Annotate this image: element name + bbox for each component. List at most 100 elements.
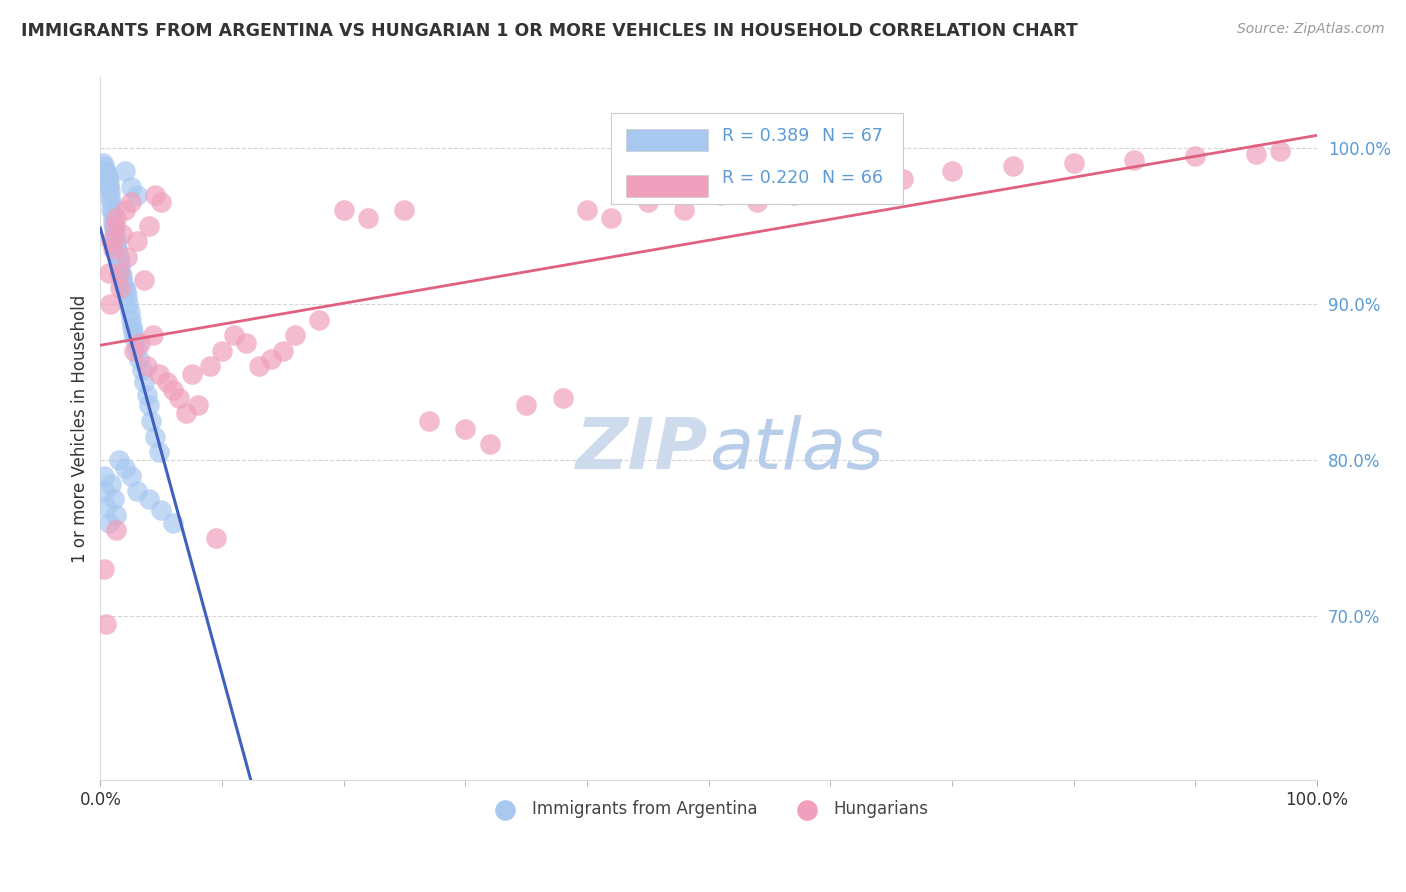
Point bbox=[110, 266, 132, 280]
Point bbox=[138, 492, 160, 507]
Point bbox=[135, 359, 157, 374]
Point bbox=[891, 172, 914, 186]
Point bbox=[104, 219, 127, 233]
Point bbox=[98, 191, 121, 205]
Point bbox=[100, 235, 122, 249]
Point bbox=[96, 164, 118, 178]
Point bbox=[551, 391, 574, 405]
Point bbox=[418, 414, 440, 428]
Point bbox=[125, 484, 148, 499]
Point bbox=[332, 203, 354, 218]
Point bbox=[128, 351, 150, 366]
Point bbox=[394, 203, 416, 218]
Point bbox=[125, 235, 148, 249]
Point bbox=[105, 508, 128, 522]
Point bbox=[107, 253, 129, 268]
Point bbox=[101, 211, 124, 225]
Point bbox=[114, 203, 136, 218]
Point bbox=[205, 531, 228, 545]
Point bbox=[941, 164, 963, 178]
Point bbox=[108, 281, 131, 295]
Point bbox=[125, 187, 148, 202]
Point bbox=[284, 328, 307, 343]
Point bbox=[1270, 144, 1292, 158]
Point bbox=[105, 242, 128, 256]
Point bbox=[600, 211, 623, 225]
Point bbox=[148, 445, 170, 459]
Point bbox=[105, 211, 128, 225]
Point bbox=[125, 341, 148, 355]
Point bbox=[198, 359, 221, 374]
Point bbox=[108, 258, 131, 272]
Point bbox=[111, 273, 134, 287]
Point bbox=[104, 231, 127, 245]
Point bbox=[142, 328, 165, 343]
Point bbox=[1001, 160, 1024, 174]
Point bbox=[107, 266, 129, 280]
Point bbox=[97, 179, 120, 194]
Point bbox=[169, 391, 191, 405]
Text: Source: ZipAtlas.com: Source: ZipAtlas.com bbox=[1237, 22, 1385, 37]
Point bbox=[91, 156, 114, 170]
Point bbox=[855, 179, 877, 194]
Point bbox=[111, 268, 134, 283]
Legend: Immigrants from Argentina, Hungarians: Immigrants from Argentina, Hungarians bbox=[482, 793, 935, 825]
Point bbox=[101, 242, 124, 256]
Point bbox=[747, 195, 769, 210]
Point bbox=[96, 167, 118, 181]
Point bbox=[1184, 148, 1206, 162]
Point bbox=[114, 461, 136, 475]
Point bbox=[97, 175, 120, 189]
Point bbox=[111, 227, 134, 241]
Point bbox=[107, 453, 129, 467]
Point bbox=[134, 375, 156, 389]
Point bbox=[94, 164, 117, 178]
Point bbox=[97, 266, 120, 280]
Point bbox=[117, 297, 139, 311]
Point bbox=[97, 516, 120, 530]
Point bbox=[93, 562, 115, 576]
Point bbox=[211, 343, 233, 358]
Point bbox=[1063, 156, 1085, 170]
Point bbox=[134, 273, 156, 287]
Point bbox=[118, 304, 141, 318]
Point bbox=[143, 430, 166, 444]
Point bbox=[103, 492, 125, 507]
Point bbox=[454, 422, 477, 436]
Point bbox=[96, 500, 118, 514]
Point bbox=[174, 406, 197, 420]
Point bbox=[710, 187, 733, 202]
Point bbox=[783, 187, 806, 202]
Point bbox=[150, 195, 173, 210]
Point bbox=[138, 399, 160, 413]
Point bbox=[103, 219, 125, 233]
Point bbox=[1123, 153, 1146, 168]
Point bbox=[260, 351, 283, 366]
Point bbox=[101, 216, 124, 230]
Point bbox=[148, 368, 170, 382]
Point bbox=[103, 222, 125, 236]
Point bbox=[162, 383, 184, 397]
Point bbox=[105, 235, 128, 249]
Point bbox=[150, 503, 173, 517]
Point bbox=[105, 247, 128, 261]
Point bbox=[247, 359, 270, 374]
Point bbox=[637, 195, 659, 210]
Point bbox=[93, 160, 115, 174]
Point bbox=[271, 343, 294, 358]
Point bbox=[224, 328, 246, 343]
Point bbox=[115, 289, 138, 303]
Point bbox=[100, 476, 122, 491]
Point bbox=[141, 414, 163, 428]
Point bbox=[1244, 147, 1267, 161]
Point bbox=[93, 468, 115, 483]
Point bbox=[515, 399, 537, 413]
Point bbox=[129, 335, 152, 350]
Point bbox=[98, 185, 121, 199]
Point bbox=[104, 227, 127, 241]
Y-axis label: 1 or more Vehicles in Household: 1 or more Vehicles in Household bbox=[72, 294, 89, 563]
Point bbox=[162, 516, 184, 530]
Point bbox=[156, 375, 179, 389]
Point bbox=[115, 285, 138, 299]
Point bbox=[97, 169, 120, 183]
